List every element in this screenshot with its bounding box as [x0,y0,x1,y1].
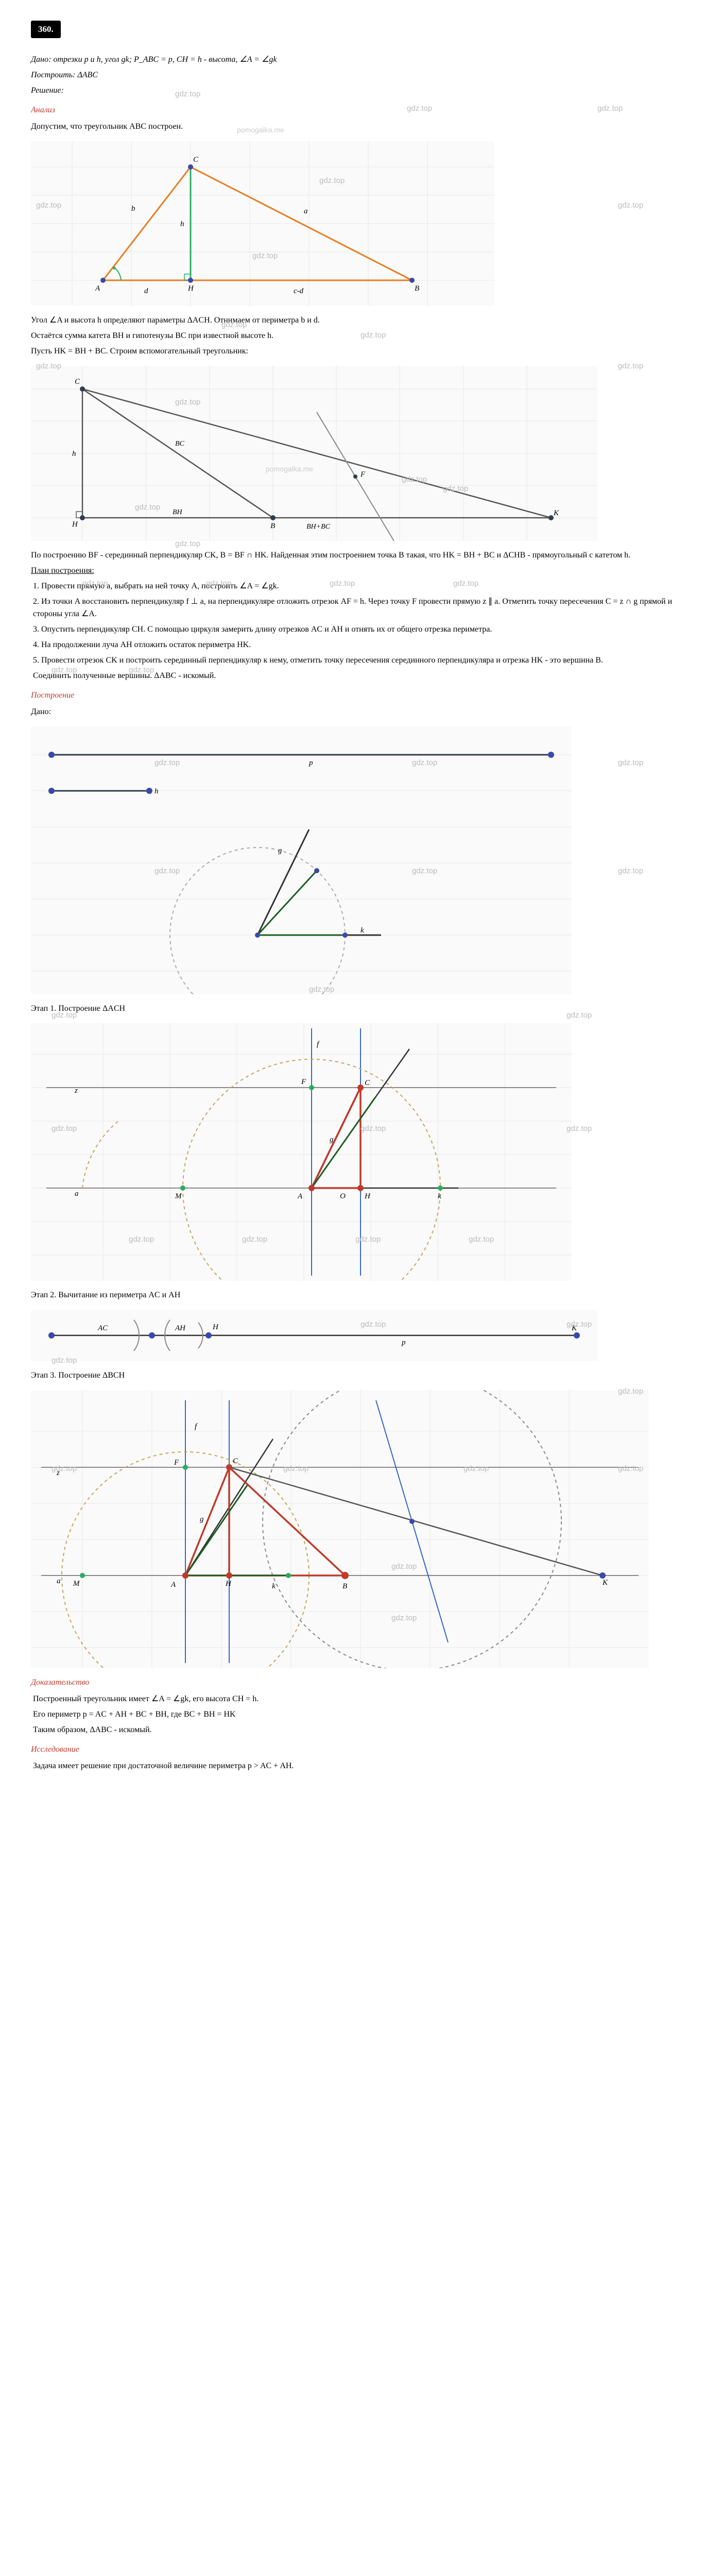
fig3-svg: p h g k [31,726,572,994]
svg-text:C: C [75,378,80,386]
research-header: Исследование [31,1743,690,1756]
figure-5: AC AH H p K [31,1310,690,1361]
svg-text:a: a [304,207,308,215]
svg-text:M: M [73,1580,80,1588]
svg-text:H: H [72,520,78,529]
proof-line1: Построенный треугольник имеет ∠A = ∠gk, … [33,1693,690,1705]
svg-text:BH+BC: BH+BC [306,523,331,531]
construct-label: Построить: [31,71,75,79]
plan-header: План построения: [31,565,690,577]
svg-text:BH: BH [173,509,183,516]
svg-text:B: B [415,284,419,293]
figure-1: A H B C b h a d c-d [31,141,690,306]
fig6-svg: f F C z a M A g H k B K [31,1390,649,1668]
svg-text:F: F [174,1459,179,1467]
research-line1: Задача имеет решение при достаточной вел… [33,1760,690,1772]
svg-text:AC: AC [97,1324,108,1332]
figure-6: f F C z a M A g H k B K [31,1390,690,1668]
plan-2: 2. Из точки A восстановить перпендикуляр… [33,596,690,620]
svg-text:g: g [330,1136,334,1144]
svg-text:p: p [401,1338,406,1347]
svg-text:H: H [212,1323,219,1331]
analysis-line5: По построению BF - серединный перпендику… [31,549,690,562]
svg-text:F: F [360,470,366,479]
analysis-line3: Остаётся сумма катета BH и гипотенузы BC… [31,330,690,342]
proof-header: Доказательство [31,1676,690,1689]
svg-text:H: H [225,1580,232,1588]
problem-number: 360. [31,21,61,38]
svg-text:C: C [193,156,199,164]
fig4-svg: f F C z a M A g O H k [31,1023,572,1281]
svg-text:F: F [301,1078,306,1086]
analysis-line1: Допустим, что треугольник ABC построен. [31,121,690,133]
svg-text:b: b [131,205,135,213]
given-line: Дано: отрезки p и h, угол gk; P_ABC = p,… [31,54,690,66]
svg-text:K: K [553,509,559,517]
fig2-svg: C H B F K h BC BH BH+BC [31,366,597,541]
svg-text:A: A [170,1581,176,1589]
svg-text:K: K [571,1324,577,1332]
plan-1: 1. Провести прямую a, выбрать на ней точ… [33,580,690,592]
svg-text:AH: AH [175,1324,186,1332]
svg-text:h: h [180,220,184,228]
svg-text:M: M [175,1192,182,1200]
svg-text:g: g [200,1515,204,1523]
svg-text:B: B [270,522,275,530]
analysis-line2: Угол ∠A и высота h определяют параметры … [31,314,690,327]
svg-text:z: z [56,1469,60,1477]
svg-text:z: z [74,1087,78,1095]
construction-header: Построение [31,689,690,702]
svg-text:h: h [154,787,159,795]
svg-text:p: p [308,759,313,767]
figure-3: p h g k [31,726,690,994]
plan-5: 5. Провести отрезок CK и построить серед… [33,654,690,667]
svg-text:a: a [75,1190,79,1198]
stage2-header: Этап 2. Вычитание из периметра AC и AH [31,1289,690,1301]
proof-line3: Таким образом, ΔABC - искомый. [33,1724,690,1736]
construct-text: ΔABC [75,71,98,79]
svg-text:B: B [342,1582,347,1590]
svg-text:O: O [340,1192,346,1200]
svg-text:d: d [144,287,148,295]
svg-text:k: k [438,1192,441,1200]
svg-text:k: k [360,926,364,935]
construct-line: Построить: ΔABC [31,69,690,81]
svg-text:H: H [187,284,194,293]
svg-text:a: a [57,1577,61,1585]
figure-4: f F C z a M A g O H k [31,1023,690,1281]
given-label: Дано: [31,55,51,64]
svg-text:C: C [365,1079,370,1087]
proof-line2: Его периметр p = AC + AH + BC + BH, где … [33,1708,690,1721]
fig5-svg: AC AH H p K [31,1310,597,1361]
svg-text:BC: BC [175,440,185,448]
svg-text:h: h [72,450,76,458]
svg-text:k: k [272,1582,276,1590]
solution-label: Решение: [31,84,690,97]
plan-4: 4. На продолжении луча AH отложить остат… [33,639,690,651]
fig1-svg: A H B C b h a d c-d [31,141,494,306]
stage3-header: Этап 3. Построение ΔBCH [31,1369,690,1382]
svg-text:c-d: c-d [294,287,304,295]
dano-label: Дано: [31,706,690,718]
given-text: отрезки p и h, угол gk; P_ABC = p, CH = … [51,55,277,64]
plan-3: 3. Опустить перпендикуляр CH. С помощью … [33,623,690,636]
svg-text:A: A [297,1192,303,1200]
plan-6: Соединить полученные вершины. ΔABC - иск… [33,670,690,682]
analysis-line4: Пусть HK = BH + BC. Строим вспомогательн… [31,345,690,358]
svg-text:g: g [278,846,282,855]
analysis-header: Анализ [31,104,690,116]
svg-text:H: H [364,1192,371,1200]
svg-text:C: C [233,1457,238,1465]
figure-2: C H B F K h BC BH BH+BC [31,366,690,541]
svg-text:A: A [95,284,100,293]
svg-text:K: K [602,1579,608,1587]
stage1-header: Этап 1. Построение ΔACH [31,1003,690,1015]
